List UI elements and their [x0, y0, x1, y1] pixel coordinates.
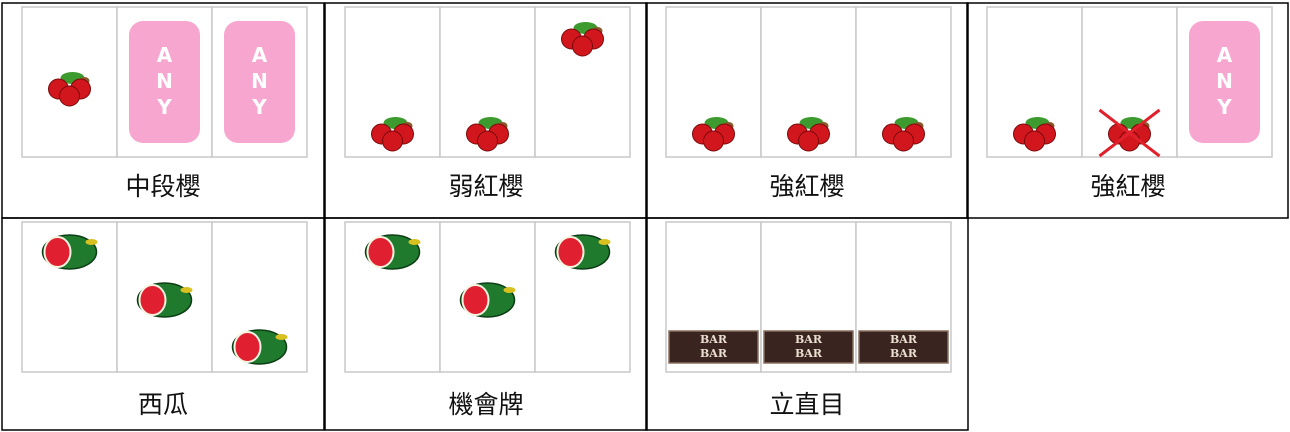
watermelon-symbol — [459, 282, 516, 318]
cherry-symbol — [1013, 117, 1056, 152]
caption: 中段櫻 — [125, 172, 201, 201]
stem — [85, 239, 98, 245]
flesh — [233, 331, 262, 363]
cell-border — [324, 217, 648, 431]
cell-border — [645, 217, 969, 431]
cherry — [703, 130, 724, 152]
bar-symbol — [858, 330, 949, 364]
cell-border — [1, 217, 325, 431]
any-label: ANY — [1212, 43, 1237, 121]
cherry — [477, 130, 498, 152]
flesh — [43, 236, 72, 268]
cherry — [382, 130, 403, 152]
bar-label: BAR — [795, 347, 823, 360]
caption: 立直目 — [769, 390, 845, 419]
caption: 弱紅櫻 — [448, 172, 524, 201]
stem — [503, 287, 516, 293]
watermelon-symbol — [231, 329, 288, 365]
reel — [855, 6, 952, 158]
cherry-symbol — [371, 117, 414, 152]
any-block — [224, 21, 295, 143]
stem — [275, 334, 288, 340]
cherry-symbol — [692, 117, 735, 152]
watermelon-symbol — [136, 282, 193, 318]
cross-line — [1098, 108, 1161, 158]
watermelon-symbol — [364, 234, 421, 270]
bar-label: BAR — [890, 347, 918, 360]
caption: 機會牌 — [448, 390, 524, 419]
cherry-symbol — [561, 22, 604, 57]
cell-border — [966, 2, 1289, 219]
cherry — [893, 130, 914, 152]
watermelon-symbol — [41, 234, 98, 270]
bar-label: BAR — [890, 333, 918, 346]
stem — [408, 239, 421, 245]
any-label: ANY — [152, 43, 177, 121]
bar-label: BAR — [700, 333, 728, 346]
cherry-symbol — [882, 117, 925, 152]
bar-symbol — [668, 330, 759, 364]
watermelon-symbol — [554, 234, 611, 270]
flesh — [556, 236, 585, 268]
any-block — [1189, 21, 1260, 143]
cherry — [798, 130, 819, 152]
bar-symbol — [763, 330, 854, 364]
caption: 強紅櫻 — [1090, 172, 1166, 201]
flesh — [138, 284, 167, 316]
bar-label: BAR — [700, 347, 728, 360]
flesh — [461, 284, 490, 316]
caption: 強紅櫻 — [769, 172, 845, 201]
stem — [180, 287, 193, 293]
cherry-symbol — [466, 117, 509, 152]
flesh — [366, 236, 395, 268]
stem — [598, 239, 611, 245]
any-block — [129, 21, 200, 143]
caption: 西瓜 — [137, 390, 188, 419]
cherry — [572, 35, 593, 57]
cherry-symbol — [787, 117, 830, 152]
cherry-symbol — [48, 72, 91, 107]
cherry — [1024, 130, 1045, 152]
reel — [21, 6, 118, 158]
bar-label: BAR — [795, 333, 823, 346]
cherry — [59, 85, 80, 107]
any-label: ANY — [247, 43, 272, 121]
